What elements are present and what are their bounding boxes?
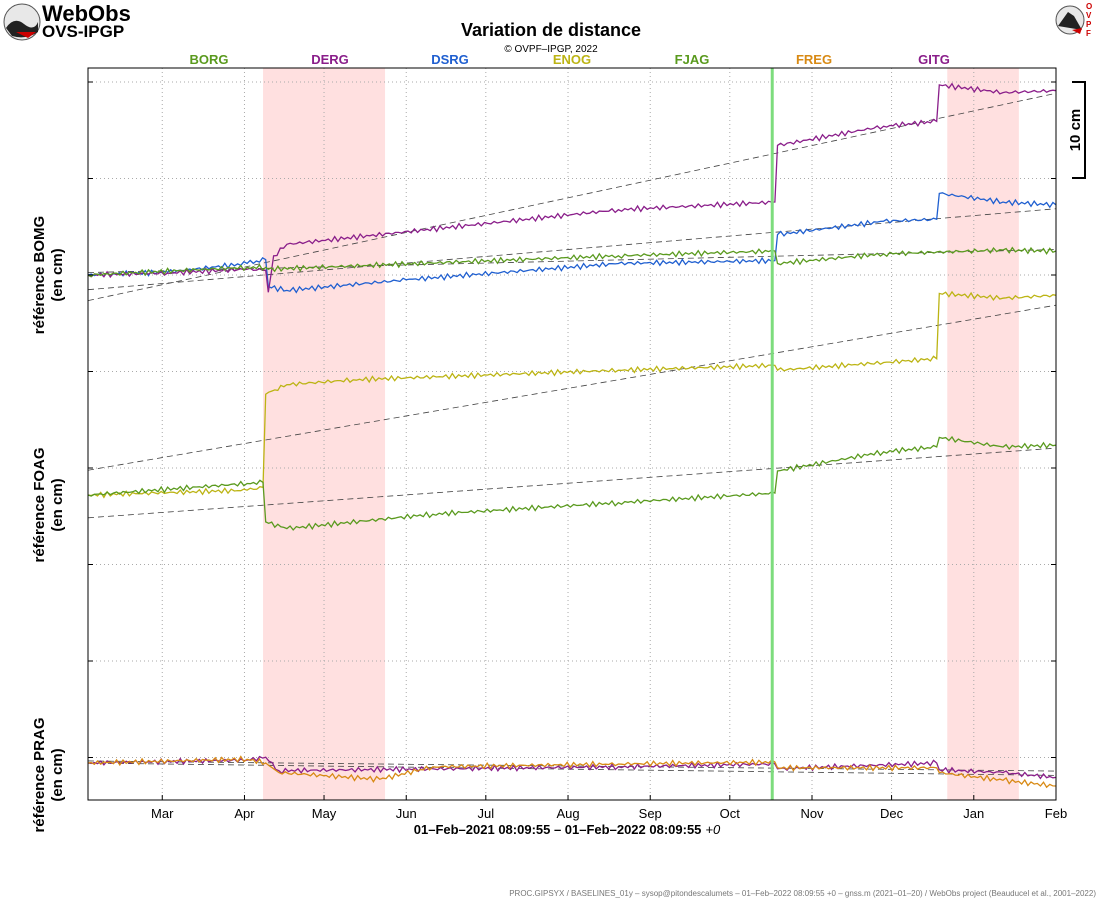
x-tick-label: May — [312, 806, 337, 821]
series-dsrg — [87, 192, 1057, 294]
x-tick-label: Jan — [963, 806, 984, 821]
x-tick-label: Apr — [234, 806, 255, 821]
x-tick-label: Mar — [151, 806, 174, 821]
y-axis-unit: (en cm) — [49, 478, 66, 531]
scale-bar: 10 cm — [1067, 81, 1086, 179]
trend-freg — [87, 762, 1057, 776]
x-tick-label: Jul — [477, 806, 494, 821]
x-axis-label-suffix: +0 — [705, 822, 721, 837]
x-tick-label: Jun — [396, 806, 417, 821]
legend-item-borg: BORG — [190, 52, 229, 67]
ovpf-logo: OVPF — [1054, 2, 1098, 42]
series-freg — [87, 755, 1057, 789]
trend-fjag — [87, 447, 1057, 519]
logo-name: WebObs — [42, 1, 131, 26]
logo-sub: OVS-IPGP — [42, 22, 125, 41]
y-axis-unit: (en cm) — [49, 748, 66, 801]
series-gitg — [87, 755, 1057, 780]
trend-derg — [87, 92, 1057, 302]
series-fjag — [87, 435, 1057, 531]
chart-title: Variation de distance — [461, 20, 641, 40]
x-tick-label: Feb — [1045, 806, 1067, 821]
x-tick-label: Nov — [800, 806, 824, 821]
x-tick-label: Dec — [880, 806, 904, 821]
legend-item-enog: ENOG — [553, 52, 591, 67]
webobs-logo — [2, 2, 42, 42]
y-axis-label: référence PRAG — [31, 717, 48, 832]
plot-frame — [87, 67, 1057, 801]
legend-item-derg: DERG — [311, 52, 349, 67]
x-tick-label: Sep — [639, 806, 662, 821]
volcano-icon — [1055, 5, 1085, 35]
chart-subtitle: © OVPF–IPGP, 2022 — [504, 44, 598, 55]
trend-dsrg — [87, 208, 1057, 291]
series-borg — [87, 246, 1057, 278]
shaded-period-0 — [263, 68, 386, 800]
x-tick-label: Oct — [720, 806, 741, 821]
scale-bar-label: 10 cm — [1067, 109, 1084, 152]
footer-credits: PROC.GIPSYX / BASELINES_01y – sysop@pito… — [509, 889, 1096, 898]
x-axis-label: 01–Feb–2021 08:09:55 – 01–Feb–2022 08:09… — [414, 822, 721, 837]
y-axis-label: référence FOAG — [31, 447, 48, 562]
x-axis-label-range: 01–Feb–2021 08:09:55 – 01–Feb–2022 08:09… — [414, 822, 702, 837]
legend-item-dsrg: DSRG — [431, 52, 469, 67]
trend-enog — [87, 304, 1057, 471]
legend-item-freg: FREG — [796, 52, 832, 67]
globe-icon — [3, 3, 41, 41]
series-enog — [87, 290, 1057, 499]
y-axis-label: référence BOMG — [31, 216, 48, 334]
x-tick-label: Aug — [556, 806, 579, 821]
legend-item-gitg: GITG — [918, 52, 950, 67]
legend-item-fjag: FJAG — [675, 52, 710, 67]
shaded-period-1 — [947, 68, 1019, 800]
ovpf-logo-text: OVPF — [1086, 2, 1093, 38]
y-axis-unit: (en cm) — [49, 248, 66, 301]
